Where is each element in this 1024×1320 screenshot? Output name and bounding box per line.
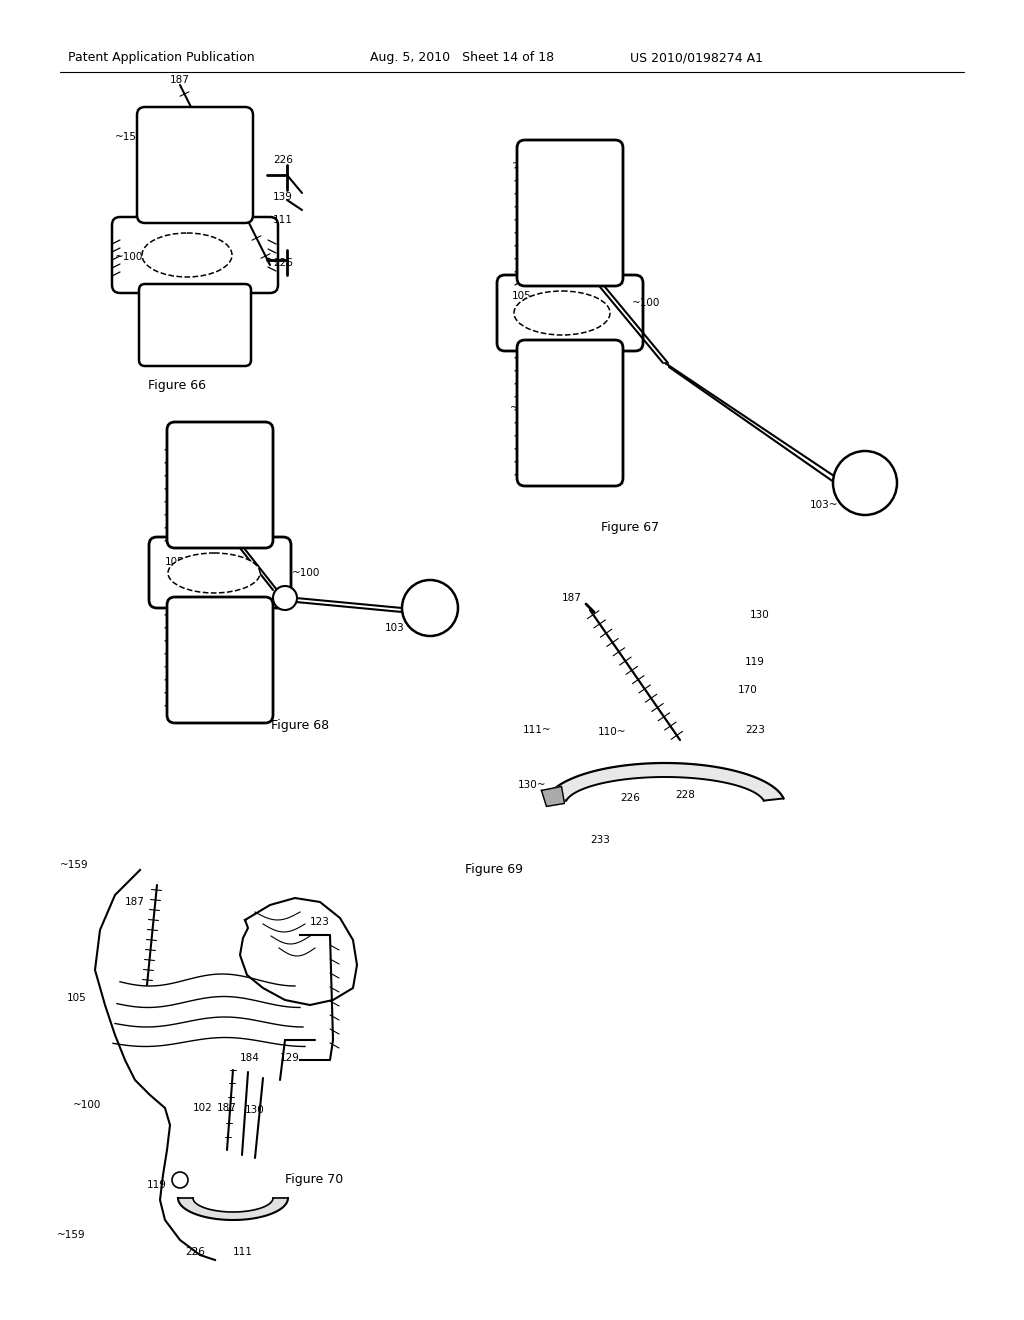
FancyBboxPatch shape [139, 284, 251, 366]
Text: ~159: ~159 [115, 132, 143, 143]
Text: 187: 187 [562, 593, 582, 603]
Text: 226: 226 [273, 154, 293, 165]
Text: ~100: ~100 [632, 298, 660, 308]
FancyBboxPatch shape [150, 537, 291, 609]
Polygon shape [542, 787, 564, 807]
Text: ~159: ~159 [60, 861, 89, 870]
Text: ~159: ~159 [512, 158, 541, 169]
Text: 105: 105 [550, 355, 569, 366]
Ellipse shape [514, 290, 610, 335]
Text: 111: 111 [233, 1247, 253, 1257]
Text: 110~: 110~ [598, 727, 627, 737]
Text: ~159: ~159 [165, 690, 194, 700]
FancyBboxPatch shape [167, 597, 273, 723]
Text: 128: 128 [168, 249, 189, 260]
Text: 119: 119 [745, 657, 765, 667]
Circle shape [402, 579, 458, 636]
Text: 187: 187 [125, 898, 144, 907]
Text: 139: 139 [273, 191, 293, 202]
Text: 130: 130 [245, 1105, 265, 1115]
Text: 128: 128 [196, 568, 217, 578]
Circle shape [172, 1172, 188, 1188]
Ellipse shape [142, 234, 232, 277]
FancyBboxPatch shape [497, 275, 643, 351]
Text: ~100: ~100 [292, 568, 321, 578]
Text: ~100: ~100 [73, 1100, 101, 1110]
FancyBboxPatch shape [167, 422, 273, 548]
Text: 217: 217 [555, 253, 574, 263]
Text: 111: 111 [273, 215, 293, 224]
Text: 187: 187 [170, 75, 189, 84]
Text: 130: 130 [750, 610, 770, 620]
FancyBboxPatch shape [112, 216, 278, 293]
Text: ~159: ~159 [57, 1230, 86, 1239]
Text: 105: 105 [512, 290, 531, 301]
Text: 224: 224 [215, 623, 234, 634]
Text: Figure 68: Figure 68 [271, 718, 329, 731]
Text: 105: 105 [178, 616, 198, 627]
Text: 217: 217 [202, 513, 222, 523]
FancyBboxPatch shape [517, 341, 623, 486]
Polygon shape [178, 1199, 288, 1220]
Text: ~159: ~159 [165, 437, 194, 447]
Text: 129: 129 [280, 1053, 300, 1063]
Text: 119: 119 [147, 1180, 167, 1191]
Text: 226: 226 [185, 1247, 205, 1257]
Text: 224: 224 [578, 257, 598, 268]
Text: 226: 226 [620, 793, 640, 803]
Text: 187: 187 [217, 1104, 237, 1113]
Text: Figure 67: Figure 67 [601, 521, 659, 535]
Text: Figure 66: Figure 66 [148, 379, 206, 392]
FancyBboxPatch shape [137, 107, 253, 223]
Text: ~159: ~159 [510, 403, 539, 413]
Text: 228: 228 [675, 789, 695, 800]
Text: ~100: ~100 [115, 252, 143, 261]
Text: 184: 184 [240, 1053, 260, 1063]
Text: 111~: 111~ [523, 725, 552, 735]
Text: 103: 103 [385, 623, 404, 634]
Text: US 2010/0198274 A1: US 2010/0198274 A1 [630, 51, 763, 65]
Text: 223: 223 [745, 725, 765, 735]
Text: ~159: ~159 [165, 355, 194, 366]
Text: 105: 105 [67, 993, 87, 1003]
Text: 128: 128 [544, 308, 564, 318]
Polygon shape [547, 763, 783, 801]
Text: Figure 70: Figure 70 [285, 1173, 343, 1187]
Text: Aug. 5, 2010   Sheet 14 of 18: Aug. 5, 2010 Sheet 14 of 18 [370, 51, 554, 65]
Ellipse shape [168, 553, 260, 593]
Text: 170: 170 [738, 685, 758, 696]
Text: 224: 224 [228, 521, 248, 531]
Text: 123: 123 [310, 917, 330, 927]
Text: 102: 102 [193, 1104, 213, 1113]
Text: Patent Application Publication: Patent Application Publication [68, 51, 255, 65]
FancyBboxPatch shape [517, 140, 623, 286]
Text: 103~: 103~ [810, 500, 839, 510]
Text: 105: 105 [165, 557, 184, 568]
Text: 105: 105 [175, 176, 195, 185]
Circle shape [273, 586, 297, 610]
Text: 130~: 130~ [518, 780, 547, 789]
Text: Figure 69: Figure 69 [465, 863, 523, 876]
Text: 226: 226 [273, 257, 293, 268]
Text: 233: 233 [590, 836, 610, 845]
Circle shape [833, 451, 897, 515]
